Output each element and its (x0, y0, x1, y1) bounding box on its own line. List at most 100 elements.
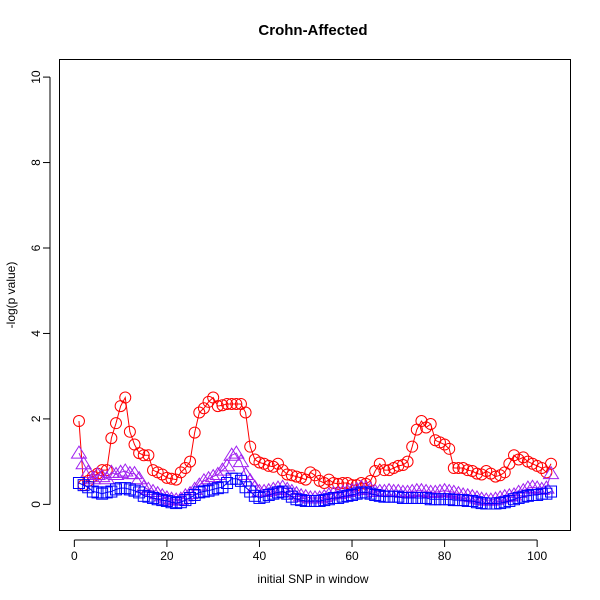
data-point (519, 480, 537, 494)
data-point (517, 490, 530, 503)
data-point (142, 449, 155, 462)
data-point (207, 483, 220, 496)
data-point (346, 488, 359, 501)
data-point (165, 496, 178, 509)
data-point (151, 493, 164, 506)
data-point (271, 486, 284, 499)
data-point (211, 400, 224, 413)
data-point (160, 471, 173, 484)
data-point (512, 491, 525, 504)
data-point (373, 457, 386, 470)
data-point (119, 391, 132, 404)
data-point (369, 488, 382, 501)
data-point (336, 490, 349, 503)
data-point (188, 426, 201, 439)
plot-frame (59, 59, 571, 531)
y-tick-label: 4 (29, 330, 43, 337)
data-point (188, 488, 201, 501)
y-tick-label: 6 (29, 244, 43, 251)
data-point (369, 465, 382, 478)
data-point (232, 453, 250, 468)
data-point (503, 494, 516, 507)
data-point (508, 493, 521, 506)
chart-title: Crohn-Affected (258, 22, 367, 39)
data-point (70, 445, 88, 459)
data-point (147, 491, 160, 504)
data-point (248, 489, 261, 502)
data-point (359, 486, 372, 499)
data-point (109, 417, 122, 430)
data-point (174, 466, 187, 479)
data-point (142, 490, 155, 503)
data-point (170, 497, 183, 510)
data-point (392, 490, 405, 503)
data-point (91, 486, 104, 499)
data-point (336, 477, 349, 489)
x-tick-label: 20 (160, 549, 174, 563)
data-point (89, 466, 106, 480)
data-point (417, 483, 435, 498)
data-point (105, 432, 118, 445)
data-point (542, 465, 560, 480)
data-point (498, 496, 511, 509)
data-point (431, 483, 449, 498)
data-point (193, 486, 206, 499)
data-point (156, 494, 169, 507)
data-point (244, 485, 257, 498)
data-point (102, 464, 120, 478)
y-tick-label: 8 (29, 159, 43, 166)
data-point (341, 489, 354, 502)
data-point (130, 470, 148, 485)
data-point (528, 480, 546, 494)
data-point (72, 415, 85, 428)
data-point (109, 483, 122, 496)
data-point (170, 473, 183, 486)
data-point (537, 480, 555, 494)
data-point (443, 493, 456, 506)
data-point (116, 463, 134, 477)
data-point (227, 445, 245, 459)
data-point (457, 494, 470, 507)
data-point (193, 406, 206, 419)
data-point (295, 494, 308, 507)
series-circle (72, 391, 558, 492)
data-point (521, 489, 534, 502)
data-point (105, 485, 118, 498)
data-point (413, 482, 430, 497)
data-point (230, 472, 243, 485)
x-tick-label: 80 (438, 549, 452, 563)
data-point (123, 483, 136, 496)
data-point (380, 482, 398, 497)
x-tick-label: 100 (527, 549, 547, 563)
data-point (79, 464, 97, 478)
data-point (318, 494, 331, 507)
data-point (179, 462, 192, 475)
data-point (470, 467, 483, 480)
data-point (545, 457, 558, 470)
data-point (285, 469, 298, 482)
y-tick-label: 0 (29, 501, 43, 508)
data-point (216, 481, 229, 494)
data-point (285, 490, 298, 503)
data-point (239, 406, 252, 419)
data-point (290, 493, 303, 506)
series-layer (70, 391, 560, 510)
data-point (262, 488, 275, 501)
y-axis: 0 2 4 6 8 10 (29, 70, 51, 508)
data-point (165, 472, 178, 485)
data-point (221, 397, 234, 410)
data-point (494, 497, 507, 510)
data-point (209, 466, 227, 480)
data-point (258, 490, 271, 503)
data-point (517, 451, 530, 464)
y-tick-label: 2 (29, 415, 43, 422)
data-point (378, 464, 391, 477)
data-point (447, 462, 460, 475)
data-point (225, 397, 238, 410)
data-point (216, 399, 229, 412)
data-point (72, 477, 85, 489)
series-square (72, 472, 558, 510)
data-point (221, 477, 234, 489)
